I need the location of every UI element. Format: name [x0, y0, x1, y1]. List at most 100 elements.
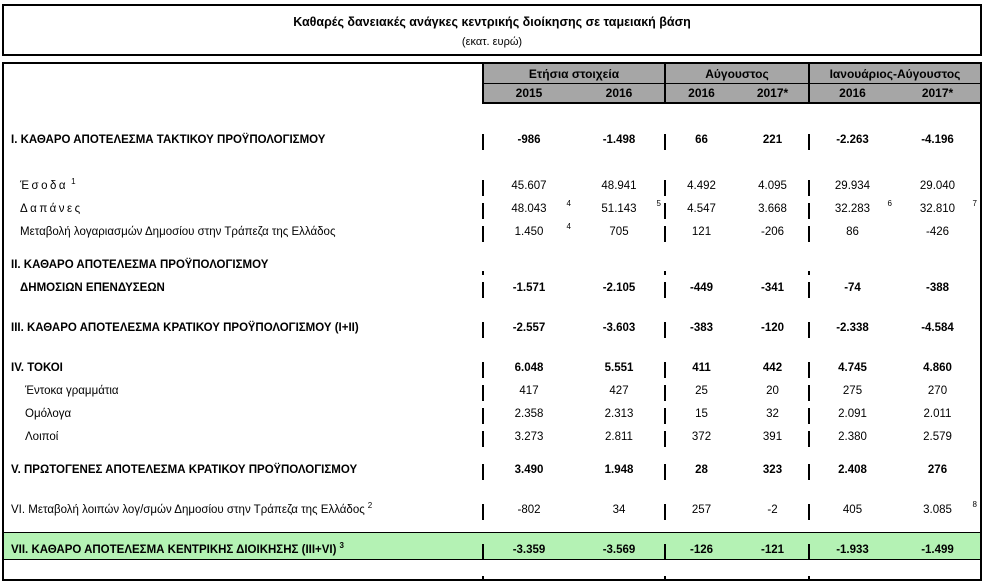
value-cell — [895, 271, 980, 275]
table-row: VI. Μεταβολή λοιπών λογ/σμών Δημοσίου στ… — [4, 480, 980, 520]
value-cell: 48.043 4 — [511, 199, 571, 215]
value-cell: 1.948 — [604, 464, 634, 476]
row-label: Έντοκα γραμμάτια — [25, 385, 119, 397]
value-cell: -426 — [925, 226, 950, 238]
value-cell: 3.273 — [514, 431, 544, 443]
jan-august-values: 86 -426 — [808, 226, 980, 242]
value-cell: 32.283 6 — [834, 199, 892, 215]
august-values: 25 20 — [664, 385, 808, 401]
jan-august-values: 275 270 — [808, 385, 980, 401]
value-cell: -120 — [760, 322, 785, 334]
value-cell: 86 — [846, 226, 859, 238]
jan-august-years: 2016 2017* — [808, 84, 980, 104]
year-header: 2016 — [839, 86, 866, 100]
value-cell: -2.338 — [836, 322, 869, 334]
column-group-header-row: Ετήσια στοιχεία Αύγουστος Ιανουάριος-Αύγ… — [4, 64, 980, 84]
table-row: Μεταβολή λογαριασμών Δημοσίου στην Τράπε… — [4, 219, 980, 242]
value-cell: 442 — [762, 362, 783, 374]
row-label: V. ΠΡΩΤΟΓΕΝΕΣ ΑΠΟΤΕΛΕΣΜΑ ΚΡΑΤΙΚΟΥ ΠΡΟΫΠΟ… — [11, 464, 358, 476]
row-label: I. ΚΑΘΑΡΟ ΑΠΟΤΕΛΕΣΜΑ ΤΑΚΤΙΚΟΥ ΠΡΟΫΠΟΛΟΓΙ… — [11, 134, 326, 146]
value-cell — [895, 576, 980, 580]
value-cell: -2.105 — [602, 282, 636, 294]
value-cell: 323 — [762, 464, 783, 476]
table-row: Δαπάνες 48.043 4 51.143 5 4.547 3.668 32.2… — [4, 196, 980, 219]
value-cell: 2.408 — [838, 464, 867, 476]
august-values: 372 391 — [664, 431, 808, 447]
value-cell: 4.492 — [687, 180, 716, 192]
annual-values: -986 -1.498 — [482, 134, 664, 150]
value-cell: -4.584 — [921, 322, 954, 334]
jan-august-values: 32.283 6 32.810 7 — [808, 199, 980, 219]
table-row: Έσοδα 1 45.607 48.941 4.492 4.095 29.934 … — [4, 150, 980, 196]
value-cell: -2 — [767, 504, 778, 516]
annual-years: 2015 2016 — [482, 84, 664, 104]
jan-august-values — [808, 576, 980, 580]
value-cell: 51.143 5 — [601, 199, 661, 215]
value-cell: -1.933 — [836, 544, 869, 556]
annual-values: 6.048 5.551 — [482, 362, 664, 378]
value-cell: 2.091 — [838, 408, 867, 420]
jan-august-values: 2.380 2.579 — [808, 431, 980, 447]
value-cell: 25 — [695, 385, 708, 397]
annual-values: -2.557 -3.603 — [482, 322, 664, 338]
value-cell: -74 — [844, 282, 861, 294]
august-values — [664, 576, 808, 580]
value-cell: 4.745 — [838, 362, 867, 374]
data-table: Ετήσια στοιχεία Αύγουστος Ιανουάριος-Αύγ… — [2, 62, 982, 581]
year-header: 2016 — [688, 86, 715, 100]
jan-august-values: -74 -388 — [808, 282, 980, 298]
value-cell: 4.095 — [758, 180, 787, 192]
row-label — [4, 561, 482, 580]
table-row: I. ΚΑΘΑΡΟ ΑΠΟΤΕΛΕΣΜΑ ΤΑΚΤΙΚΟΥ ΠΡΟΫΠΟΛΟΓΙ… — [4, 104, 980, 150]
august-values: 15 32 — [664, 408, 808, 424]
value-cell: 34 — [612, 504, 626, 516]
annual-values: -802 34 — [482, 504, 664, 520]
row-label: VI. Μεταβολή λοιπών λογ/σμών Δημοσίου στ… — [11, 501, 373, 516]
august-values: 28 323 — [664, 464, 808, 480]
value-cell: 45.607 — [511, 180, 547, 192]
annual-values: -3.359 -3.569 — [482, 544, 664, 560]
value-cell: 221 — [762, 134, 783, 146]
value-cell: 411 — [692, 362, 711, 374]
jan-august-values: 405 3.085 8 — [808, 500, 980, 520]
value-cell: -126 — [689, 544, 714, 556]
value-cell: -1.498 — [602, 134, 636, 146]
value-cell: 1.450 4 — [514, 222, 571, 238]
annual-values: 45.607 48.941 — [482, 180, 664, 196]
annual-values: 48.043 4 51.143 5 — [482, 199, 664, 219]
value-cell: -383 — [689, 322, 714, 334]
row-label: III. ΚΑΘΑΡΟ ΑΠΟΤΕΛΕΣΜΑ ΚΡΑΤΙΚΟΥ ΠΡΟΫΠΟΛΟ… — [11, 322, 359, 334]
jan-august-values: -2.338 -4.584 — [808, 322, 980, 338]
value-cell — [666, 271, 737, 275]
table-row: VII. ΚΑΘΑΡΟ ΑΠΟΤΕΛΕΣΜΑ ΚΕΝΤΡΙΚΗΣ ΔΙΟΙΚΗΣ… — [4, 520, 980, 560]
value-cell: 20 — [766, 385, 779, 397]
august-years: 2016 2017* — [664, 84, 808, 104]
value-cell — [484, 271, 574, 275]
value-cell: 275 — [842, 385, 863, 397]
value-cell — [484, 576, 574, 580]
row-label: Δαπάνες — [20, 203, 83, 215]
row-label: II. ΚΑΘΑΡΟ ΑΠΟΤΕΛΕΣΜΑ ΠΡΟΫΠΟΛΟΓΙΣΜΟΥ — [11, 259, 269, 271]
value-cell: -2.263 — [836, 134, 869, 146]
row-label: ΔΗΜΟΣΙΩΝ ΕΠΕΝΔΥΣΕΩΝ — [20, 282, 165, 294]
row-label: VII. ΚΑΘΑΡΟ ΑΠΟΤΕΛΕΣΜΑ ΚΕΝΤΡΙΚΗΣ ΔΙΟΙΚΗΣ… — [11, 541, 344, 556]
value-cell: 405 — [842, 504, 863, 516]
value-cell — [737, 271, 808, 275]
value-cell: 4.547 — [687, 203, 716, 215]
row-label: Μεταβολή λογαριασμών Δημοσίου στην Τράπε… — [20, 226, 336, 238]
jan-august-values: 29.934 29.040 — [808, 180, 980, 196]
row-label: Ομόλογα — [25, 408, 72, 420]
value-cell — [810, 576, 895, 580]
label-column-header — [4, 64, 482, 84]
value-cell: 2.811 — [605, 431, 633, 443]
value-cell: 417 — [519, 385, 539, 397]
august-values: 257 -2 — [664, 504, 808, 520]
august-values: 121 -206 — [664, 226, 808, 242]
value-cell: -986 — [517, 134, 541, 146]
value-cell: -121 — [760, 544, 785, 556]
year-header: 2017* — [921, 86, 954, 100]
years-header-row: 2015 2016 2016 2017* 2016 2017* — [4, 84, 980, 104]
value-cell: -1.499 — [921, 544, 954, 556]
row-label: Έσοδα 1 — [20, 177, 76, 192]
value-cell: 121 — [691, 226, 712, 238]
